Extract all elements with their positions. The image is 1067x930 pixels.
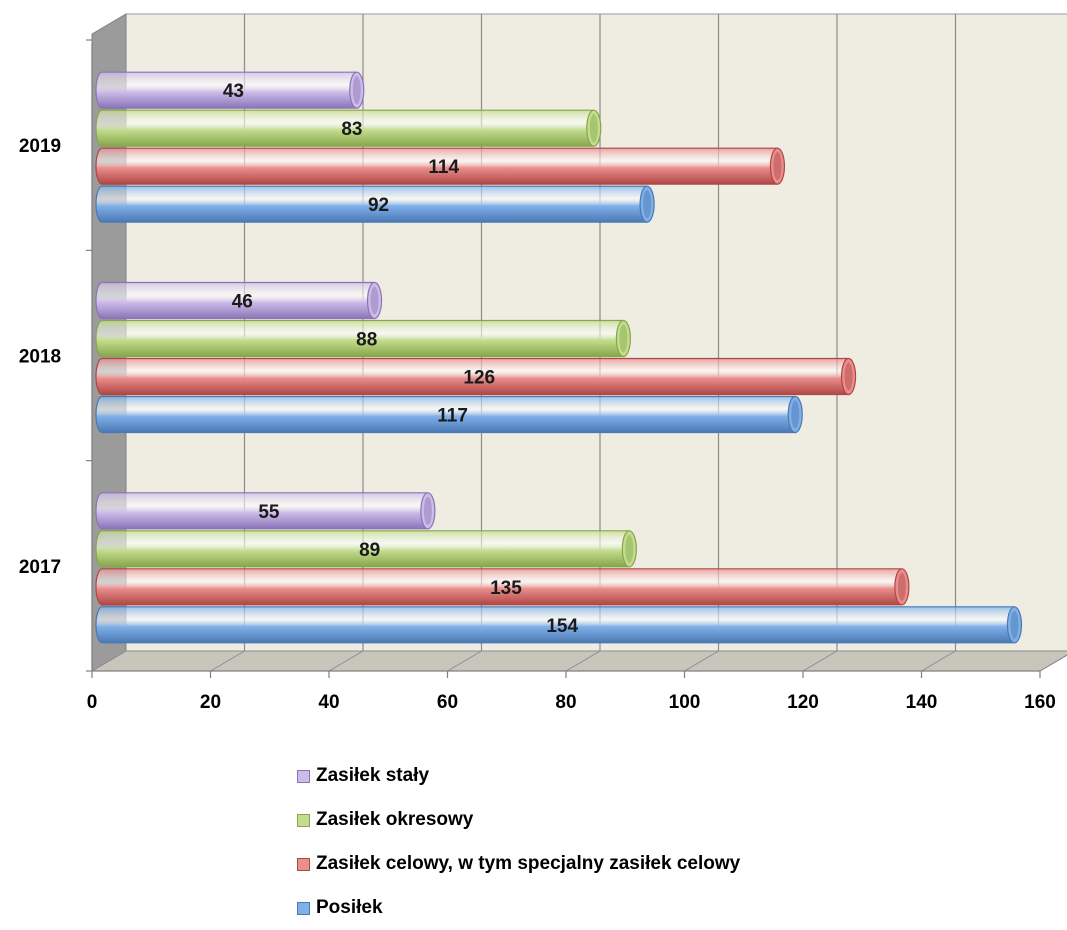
floor-gridline (802, 650, 838, 672)
x-tick-label: 60 (437, 692, 458, 713)
legend-label: Zasiłek stały (316, 765, 430, 786)
floor-gridline (91, 650, 127, 672)
x-tick-label: 140 (906, 692, 938, 713)
bar (95, 109, 602, 147)
x-tick-label: 120 (787, 692, 819, 713)
legend-item: Posiłek (297, 886, 740, 930)
bar (95, 395, 803, 434)
floor-gridline (328, 650, 364, 672)
legend-item: Zasiłek stały (297, 754, 740, 798)
legend: Zasiłek stały Zasiłek okresowy Zasiłek cel… (297, 754, 740, 930)
bar (95, 185, 655, 223)
data-label: 43 (223, 81, 244, 102)
x-tick-label: 0 (87, 692, 98, 713)
data-label: 154 (546, 616, 578, 637)
bar (95, 281, 383, 320)
legend-label: Posiłek (316, 897, 383, 918)
x-tick-label: 20 (200, 692, 221, 713)
data-label: 46 (232, 292, 253, 313)
data-label: 92 (368, 195, 389, 216)
legend-label: Zasiłek okresowy (316, 809, 474, 830)
x-tick-label: 160 (1024, 692, 1056, 713)
bar (95, 319, 632, 358)
legend-swatch (297, 857, 310, 871)
legend-swatch (297, 813, 310, 827)
bars (95, 71, 1023, 644)
y-tick-label: 2019 (19, 136, 61, 157)
bar (95, 357, 857, 396)
data-label: 88 (356, 330, 377, 351)
bar (95, 530, 637, 568)
floor (90, 650, 1067, 672)
x-tick-label: 80 (555, 692, 576, 713)
x-tick-label: 100 (669, 692, 701, 713)
data-label: 89 (359, 540, 380, 561)
floor-gridline (210, 650, 245, 672)
legend-item: Zasiłek celowy, w tym specjalny zasiłek … (297, 842, 740, 886)
bar (95, 568, 910, 606)
data-label: 55 (258, 502, 280, 523)
y-tick-label: 2017 (19, 557, 61, 578)
data-label: 135 (490, 578, 522, 599)
legend-label: Zasiłek celowy, w tym specjalny zasiłek … (316, 853, 741, 874)
bar (95, 606, 1023, 644)
floor-gridline (565, 650, 601, 672)
bar (95, 492, 436, 530)
legend-swatch (297, 901, 310, 915)
legend-item: Zasiłek okresowy (297, 798, 740, 842)
data-label: 126 (463, 368, 495, 389)
floor-gridline (921, 650, 956, 672)
data-label: 114 (428, 157, 459, 178)
labels: 0 20 40 60 80 100 120 140 160 2017 154 135 89 55 2018 1… (19, 81, 1056, 713)
floor-gridline (684, 650, 719, 672)
x-tick-label: 40 (318, 692, 339, 713)
data-label: 117 (437, 406, 468, 427)
bar (95, 147, 786, 185)
bar (95, 71, 365, 109)
axes (86, 39, 1041, 678)
floor-gridline (447, 650, 482, 672)
data-label: 83 (341, 119, 362, 140)
legend-swatch (297, 769, 310, 783)
floor-gridline (1039, 654, 1067, 672)
y-tick-label: 2018 (19, 347, 61, 368)
